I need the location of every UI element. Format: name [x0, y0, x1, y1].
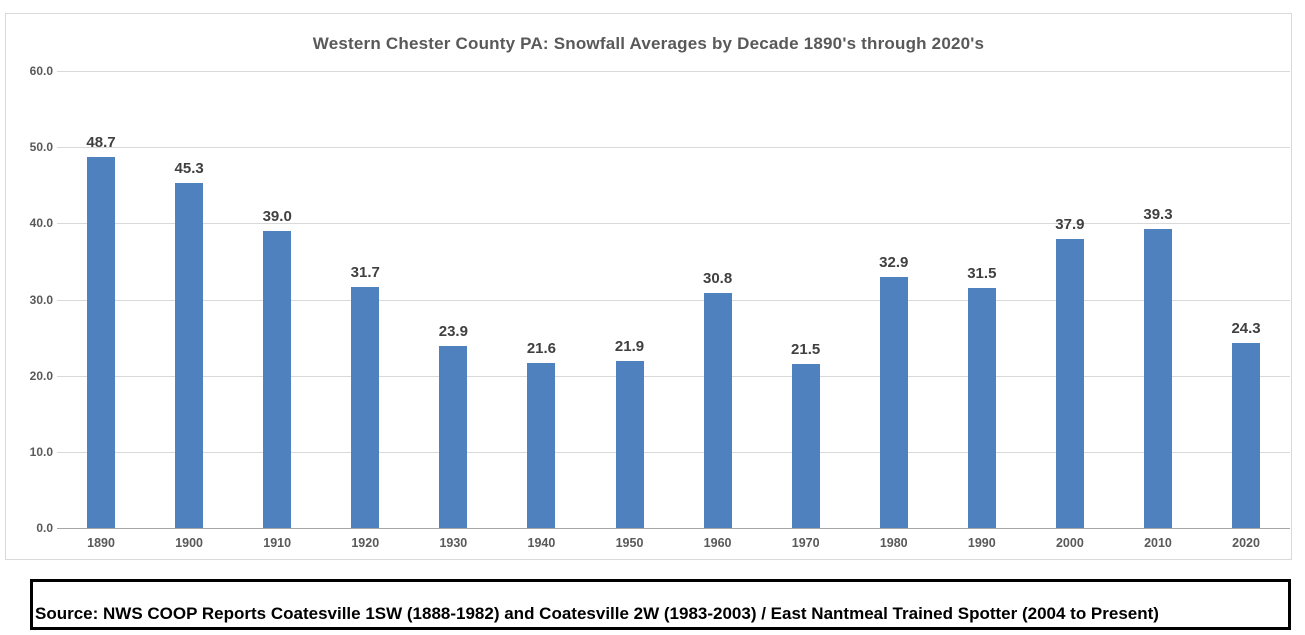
gridline	[57, 223, 1290, 225]
bar-1970	[791, 364, 820, 528]
x-tick-label-2020: 2020	[1232, 536, 1260, 550]
bar-value-label: 21.6	[526, 340, 557, 358]
y-tick-label: 20.0	[29, 368, 53, 383]
bar-slot: 32.9	[850, 71, 938, 528]
bar-slot: 21.9	[585, 71, 673, 528]
y-tick-label: 60.0	[29, 64, 53, 78]
bar-1890	[87, 157, 116, 528]
bar-slot: 37.9	[1026, 71, 1114, 528]
bar-value-label: 31.7	[350, 263, 380, 281]
bar-slot: 31.5	[938, 71, 1026, 528]
x-tick-label-2010: 2010	[1144, 536, 1172, 550]
bar-2010	[1143, 228, 1172, 528]
bar-value-label: 37.9	[1055, 216, 1085, 234]
bar-slot: 21.6	[497, 71, 585, 528]
y-tick-label: 30.0	[29, 292, 53, 307]
bar-value-label: 24.3	[1231, 319, 1261, 337]
bar-1910	[263, 230, 292, 528]
gridline	[57, 71, 1290, 72]
y-tick-label: 40.0	[29, 216, 53, 231]
bar-value-label: 32.9	[879, 254, 909, 272]
x-tick-label-1920: 1920	[351, 536, 380, 550]
gridline	[57, 147, 1290, 149]
x-tick-label-1960: 1960	[703, 536, 732, 550]
bars-row: 48.7 45.3 39.0 31.7 23.9 21.6 21.9 30.8 21.5 32.9…	[57, 71, 1290, 528]
bar-slot: 30.8	[674, 71, 762, 528]
bar-slot: 23.9	[409, 71, 497, 528]
bar-1930	[439, 345, 468, 528]
bar-slot: 31.7	[321, 71, 409, 528]
y-tick-label: 0.0	[36, 521, 53, 535]
bar-2020	[1232, 342, 1261, 528]
x-tick-label-1940: 1940	[527, 536, 556, 550]
bar-slot: 21.5	[762, 71, 850, 528]
x-axis-line	[57, 528, 1290, 529]
gridline	[57, 375, 1290, 377]
source-box: Source: NWS COOP Reports Coatesville 1SW…	[30, 579, 1291, 630]
y-tick-label: 10.0	[29, 444, 53, 459]
x-tick-label-1980: 1980	[879, 536, 908, 550]
x-tick-label-1970: 1970	[791, 536, 820, 550]
x-tick-label-1990: 1990	[967, 536, 996, 550]
bar-1900	[175, 182, 204, 528]
bar-value-label: 39.3	[1143, 205, 1173, 223]
bar-2000	[1055, 239, 1084, 528]
bar-slot: 45.3	[145, 71, 233, 528]
bar-slot: 39.3	[1114, 71, 1202, 528]
bar-slot: 24.3	[1202, 71, 1290, 528]
chart-title: Western Chester County PA: Snowfall Aver…	[312, 34, 985, 53]
bar-value-label: 31.5	[967, 265, 997, 283]
bar-1990	[967, 288, 996, 528]
bar-1940	[527, 363, 556, 528]
bar-1920	[351, 286, 380, 528]
bar-1960	[703, 293, 732, 528]
bar-value-label: 23.9	[438, 322, 468, 340]
bar-slot: 39.0	[233, 71, 321, 528]
x-tick-label-1950: 1950	[615, 536, 644, 550]
x-tick-label-1900: 1900	[175, 536, 204, 550]
source-text: Source: NWS COOP Reports Coatesville 1SW…	[35, 604, 1159, 623]
x-tick-label-2000: 2000	[1055, 536, 1084, 550]
x-axis-labels: 1890 1900 1910 1920 1930 1940 1950 1960 1970 1980…	[57, 536, 1290, 550]
bar-1980	[879, 277, 908, 528]
y-tick-label: 50.0	[29, 140, 53, 155]
x-tick-label-1930: 1930	[439, 536, 468, 550]
gridline	[57, 299, 1290, 301]
x-tick-label-1890: 1890	[87, 536, 115, 550]
bar-value-label: 39.0	[262, 207, 292, 225]
bar-value-label: 48.7	[86, 134, 116, 152]
bar-value-label: 21.9	[614, 338, 645, 356]
bar-value-label: 30.8	[702, 270, 733, 288]
x-tick-label-1910: 1910	[263, 536, 292, 550]
bar-value-label: 21.5	[791, 341, 821, 359]
gridline	[57, 451, 1290, 453]
bar-1950	[615, 361, 644, 528]
bar-slot: 48.7	[57, 71, 145, 528]
bar-value-label: 45.3	[174, 159, 204, 177]
plot-area: 0.0 10.0 20.0 30.0 40.0 50.0 60.0 48.7 45.3 39.0 3…	[30, 64, 1290, 535]
